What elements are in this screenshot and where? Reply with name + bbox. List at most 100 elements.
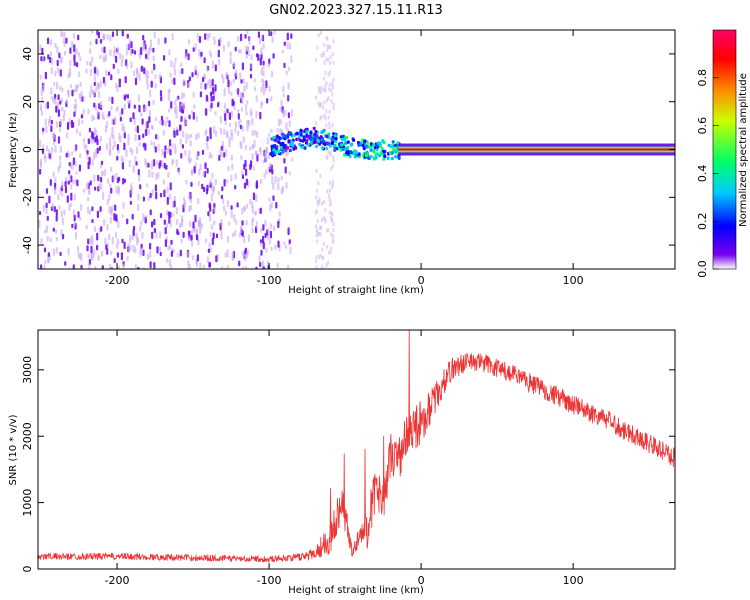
heatmap-cell [244,249,247,255]
heatmap-cell [330,88,333,93]
heatmap-cell [85,144,88,153]
heatmap-cell [333,143,337,148]
heatmap-cell [62,233,65,240]
heatmap-cell [284,166,287,174]
heatmap-cell [255,53,259,58]
heatmap-cell [283,158,286,164]
heatmap-cell [305,130,309,134]
heatmap-cell [321,255,324,260]
heatmap-cell [180,62,183,68]
heatmap-cell [47,54,50,60]
heatmap-cell [330,218,333,223]
heatmap-cell [221,266,224,269]
heatmap-cell [251,201,254,208]
heatmap-cell [88,189,91,195]
heatmap-cell [73,61,76,66]
heatmap-cell [87,196,90,202]
heatmap-cell [68,152,71,158]
heatmap-cell [184,149,187,156]
heatmap-cell [224,252,227,258]
heatmap-cell [123,103,126,110]
heatmap-cell [72,121,75,128]
heatmap-cell [328,70,331,75]
heatmap-cell [180,153,183,159]
heatmap-cell [240,107,243,112]
heatmap-cell [85,68,88,74]
heatmap-cell [116,242,119,249]
heatmap-cell [340,143,344,147]
heatmap-cell [319,173,322,178]
heatmap-cell [55,229,58,234]
heatmap-cell [77,71,81,78]
heatmap-cell [283,241,286,246]
heatmap-cell [226,200,229,208]
heatmap-cell [243,163,246,171]
heatmap-cell [220,230,223,235]
heatmap-cell [195,133,198,141]
heatmap-cell [284,109,287,117]
heatmap-cell [48,153,51,159]
heatmap-cell [207,248,210,253]
heatmap-cell [324,116,327,121]
heatmap-cell [161,160,164,168]
heatmap-cell [198,168,201,176]
heatmap-cell [134,134,137,142]
heatmap-cell [99,163,103,169]
heatmap-cell [209,53,213,58]
heatmap-cell [101,170,104,177]
heatmap-cell [108,96,111,102]
heatmap-cell [318,103,321,108]
heatmap-cell [194,65,197,72]
heatmap-cell [237,109,240,114]
heatmap-cell [45,225,49,233]
heatmap-cell [331,163,334,168]
heatmap-cell [203,57,206,64]
heatmap-cell [72,179,75,185]
heatmap-cell [269,230,272,239]
heatmap-cell [204,83,207,90]
heatmap-cell [163,162,166,169]
heatmap-cell [106,248,109,255]
heatmap-cell [319,116,322,121]
heatmap-cell [96,232,99,241]
heatmap-cell [271,152,275,156]
heatmap-cell [40,56,43,62]
heatmap-cell [45,125,48,134]
heatmap-cell [41,96,44,102]
heatmap-cell [98,146,101,151]
heatmap-cell [332,240,335,244]
heatmap-cell [140,112,143,117]
heatmap-cell [319,31,322,35]
heatmap-cell [198,220,201,228]
heatmap-cell [328,109,331,114]
heatmap-cell [44,71,47,80]
heatmap-cell [153,31,156,39]
heatmap-cell [282,93,285,98]
heatmap-cell [224,113,227,121]
heatmap-cell [260,47,263,56]
heatmap-cell [272,225,275,231]
heatmap-cell [215,130,218,137]
heatmap-cell [54,187,57,195]
heatmap-cell [316,219,319,224]
heatmap-cell [70,184,73,190]
heatmap-cell [50,96,53,101]
heatmap-cell [126,94,129,99]
heatmap-cell [126,256,129,261]
heatmap-cell [262,43,265,50]
heatmap-cell [330,166,333,171]
heatmap-cell [234,121,237,129]
heatmap-cell [189,220,192,228]
heatmap-cell [118,82,121,88]
heatmap-cell [228,221,231,226]
heatmap-cell [49,51,52,57]
heatmap-cell [170,101,173,109]
heatmap-cell [240,79,243,84]
heatmap-cell [265,248,268,253]
heatmap-cell [217,102,220,108]
heatmap-cell [109,34,112,42]
heatmap-cell [67,90,70,98]
heatmap-cell [50,119,53,125]
colorbar-tick-label: 0.0 [696,260,709,278]
heatmap-cell [352,138,356,142]
